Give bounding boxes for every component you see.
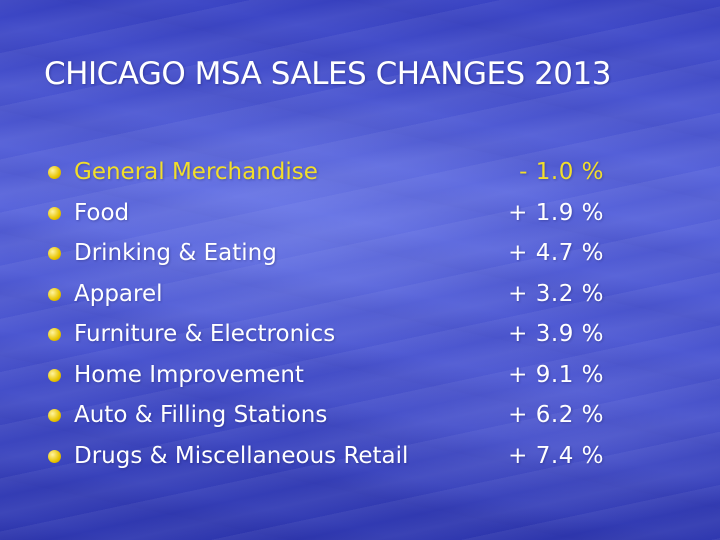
bullet-icon	[48, 166, 61, 179]
change-value: + 6.2 %	[508, 402, 604, 428]
list-item: Furniture & Electronics + 3.9 %	[48, 314, 688, 355]
list-item: Drinking & Eating + 4.7 %	[48, 233, 688, 274]
category-label: Drinking & Eating	[74, 240, 277, 266]
category-label: Apparel	[74, 280, 163, 307]
slide-title: CHICAGO MSA SALES CHANGES 2013	[44, 56, 611, 92]
change-value: - 1.0 %	[519, 159, 604, 185]
change-value: + 4.7 %	[508, 240, 604, 266]
change-value: + 3.2 %	[508, 280, 604, 307]
bullet-icon	[48, 287, 61, 301]
change-value: + 7.4 %	[508, 442, 604, 469]
bullet-icon	[48, 206, 61, 220]
sales-change-list: General Merchandise - 1.0 % Food + 1.9 %…	[48, 152, 688, 476]
list-item: Apparel + 3.2 %	[48, 274, 688, 315]
category-label: Food	[74, 199, 130, 226]
bullet-icon	[48, 368, 61, 382]
bullet-icon	[48, 449, 61, 463]
list-item: Drugs & Miscellaneous Retail + 7.4 %	[48, 436, 688, 477]
change-value: + 1.9 %	[508, 199, 604, 226]
list-item: Auto & Filling Stations + 6.2 %	[48, 395, 688, 436]
category-label: Home Improvement	[74, 361, 304, 388]
category-label: Furniture & Electronics	[74, 321, 336, 347]
category-label: Drugs & Miscellaneous Retail	[74, 442, 409, 469]
change-value: + 9.1 %	[508, 361, 604, 388]
category-label: General Merchandise	[74, 159, 318, 185]
category-label: Auto & Filling Stations	[74, 402, 328, 428]
bullet-icon	[48, 328, 61, 341]
bullet-icon	[48, 409, 61, 422]
list-item: General Merchandise - 1.0 %	[48, 152, 688, 193]
list-item: Food + 1.9 %	[48, 193, 688, 234]
bullet-icon	[48, 247, 61, 260]
list-item: Home Improvement + 9.1 %	[48, 355, 688, 396]
change-value: + 3.9 %	[508, 321, 604, 347]
